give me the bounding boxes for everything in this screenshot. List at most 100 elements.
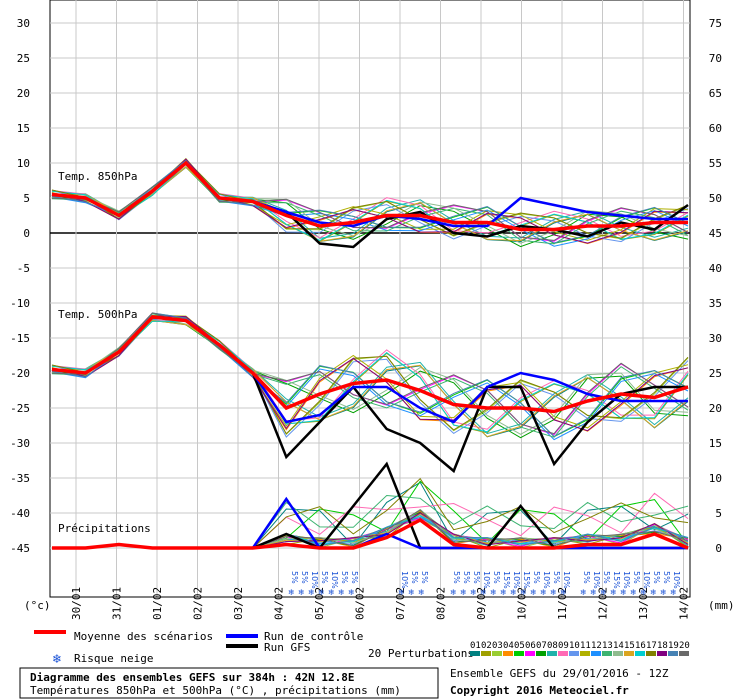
snowflake-icon: ❄ [398, 588, 405, 597]
snow-risk-percent: 10% [542, 571, 551, 589]
snowflake-icon: ❄ [650, 588, 657, 597]
snow-risk-percent: 15% [522, 571, 531, 589]
snowflake-icon: ❄ [408, 588, 415, 597]
main-series-lines [51, 160, 689, 550]
legend-gfs-label: Run GFS [264, 641, 310, 654]
pert-number: 05 [514, 641, 525, 651]
left-tick-label: 15 [17, 122, 30, 135]
pert-number: 06 [525, 641, 536, 651]
series-t850-line [51, 160, 688, 232]
chart-title: Diagramme des ensembles GEFS sur 384h : … [30, 671, 355, 684]
series-t500-line [51, 315, 689, 414]
snow-risk-percent: 5% [552, 571, 561, 584]
snowflake-icon: ❄ [500, 588, 507, 597]
snowflake-icon: ❄ [520, 588, 527, 597]
date-tick-label: 14/02 [678, 587, 691, 620]
snowflake-icon: ❄ [640, 588, 647, 597]
legend-mean-label: Moyenne des scénarios [74, 630, 213, 643]
snowflake-icon: ❄ [670, 588, 677, 597]
snow-risk-percent: 5% [582, 571, 591, 584]
left-tick-label: -5 [17, 262, 30, 275]
series-precip-line [52, 517, 689, 550]
snowflake-icon: ❄ [450, 588, 457, 597]
right-tick-label: 40 [709, 262, 722, 275]
date-tick-label: 08/02 [435, 587, 448, 620]
pert-swatch [679, 651, 689, 656]
panel-label-t850: Temp. 850hPa [58, 170, 137, 183]
snowflake-icon: ❄ [610, 588, 617, 597]
right-tick-label: 10 [709, 472, 722, 485]
snowflake-icon: ❄ [510, 588, 517, 597]
snow-risk-percent: 5% [290, 571, 299, 584]
snowflake-icon: ❄ [328, 588, 335, 597]
pert-swatch [492, 651, 502, 656]
snow-risk-percent: 5% [350, 571, 359, 584]
snowflake-icon: ❄ [600, 588, 607, 597]
info-box [19, 667, 439, 699]
pert-number: 08 [547, 641, 558, 651]
right-tick-label: 5 [715, 507, 722, 520]
pert-number: 19 [668, 641, 679, 651]
pert-swatch [580, 651, 590, 656]
legend-snow-label: Risque neige [74, 652, 153, 665]
left-tick-label: 0 [23, 227, 30, 240]
snow-risk-percent: 5% [632, 571, 641, 584]
snow-risk-percent: 10% [562, 571, 571, 589]
snow-risk-percent: 5% [462, 571, 471, 584]
snow-risk-percent: 5% [492, 571, 501, 584]
left-tick-label: -35 [10, 472, 30, 485]
pert-number: 15 [624, 641, 635, 651]
pert-number: 10 [569, 641, 580, 651]
pert-number: 04 [503, 641, 514, 651]
pert-swatch [613, 651, 623, 656]
pert-number: 09 [558, 641, 569, 651]
right-tick-label: 25 [709, 367, 722, 380]
date-axis-ticks: 30/01 31/01 01/02 02/02 03/02 04/02 05/02 06/02… [70, 587, 691, 620]
copyright: Copyright 2016 Meteociel.fr [450, 684, 629, 697]
pert-number: 07 [536, 641, 547, 651]
pert-number: 12 [591, 641, 602, 651]
left-tick-label: 5 [23, 192, 30, 205]
date-tick-label: 05/02 [313, 587, 326, 620]
left-tick-label: -40 [10, 507, 30, 520]
snow-risk-percent: 5% [340, 571, 349, 584]
pert-swatch [547, 651, 557, 656]
pert-number: 01 [470, 641, 481, 651]
snowflake-icon: ❄ [620, 588, 627, 597]
snow-risk-percent: 5% [452, 571, 461, 584]
pert-number: 16 [635, 641, 646, 651]
pert-swatch [558, 651, 568, 656]
left-tick-label: -10 [10, 297, 30, 310]
perturbation-line [51, 312, 689, 435]
pert-swatch [481, 651, 491, 656]
snow-risk-labels: 5%❄5%❄10%❄5%❄10%❄5%❄5%❄10%❄5%❄5%❄5%❄5%❄5… [288, 571, 681, 597]
left-axis-unit: (°c) [24, 599, 51, 612]
snow-risk-percent: 10% [512, 571, 521, 589]
snow-risk-percent: 15% [612, 571, 621, 589]
pert-swatch [470, 651, 480, 656]
snow-risk-percent: 5% [300, 571, 309, 584]
perturbation-color-legend: 01 02 03 04 05 06 07 08 09 10 11 12 13 14 15 16 17 18 19 20 [470, 641, 690, 656]
date-tick-label: 10/02 [516, 587, 529, 620]
date-tick-label: 03/02 [232, 587, 245, 620]
snowflake-icon: ❄ [348, 588, 355, 597]
pert-swatch [635, 651, 645, 656]
date-tick-label: 31/01 [111, 587, 124, 620]
left-tick-label: 10 [17, 157, 30, 170]
perturbation-line [51, 163, 689, 241]
left-tick-label: -45 [10, 542, 30, 555]
date-tick-label: 30/01 [70, 587, 83, 620]
snowflake-icon: ❄ [560, 588, 567, 597]
snow-risk-percent: 10% [622, 571, 631, 589]
left-tick-label: 30 [17, 17, 30, 30]
left-tick-label: -20 [10, 367, 30, 380]
snow-risk-percent: 10% [672, 571, 681, 589]
snow-risk-percent: 10% [592, 571, 601, 589]
snowflake-icon: ❄ [418, 588, 425, 597]
left-tick-label: 20 [17, 87, 30, 100]
left-axis-ticks: 30 25 20 15 10 5 0 -5 -10 -15 -20 -25 -30 -35 -40 -45 [10, 17, 30, 555]
right-tick-label: 55 [709, 157, 722, 170]
pert-swatch [646, 651, 656, 656]
